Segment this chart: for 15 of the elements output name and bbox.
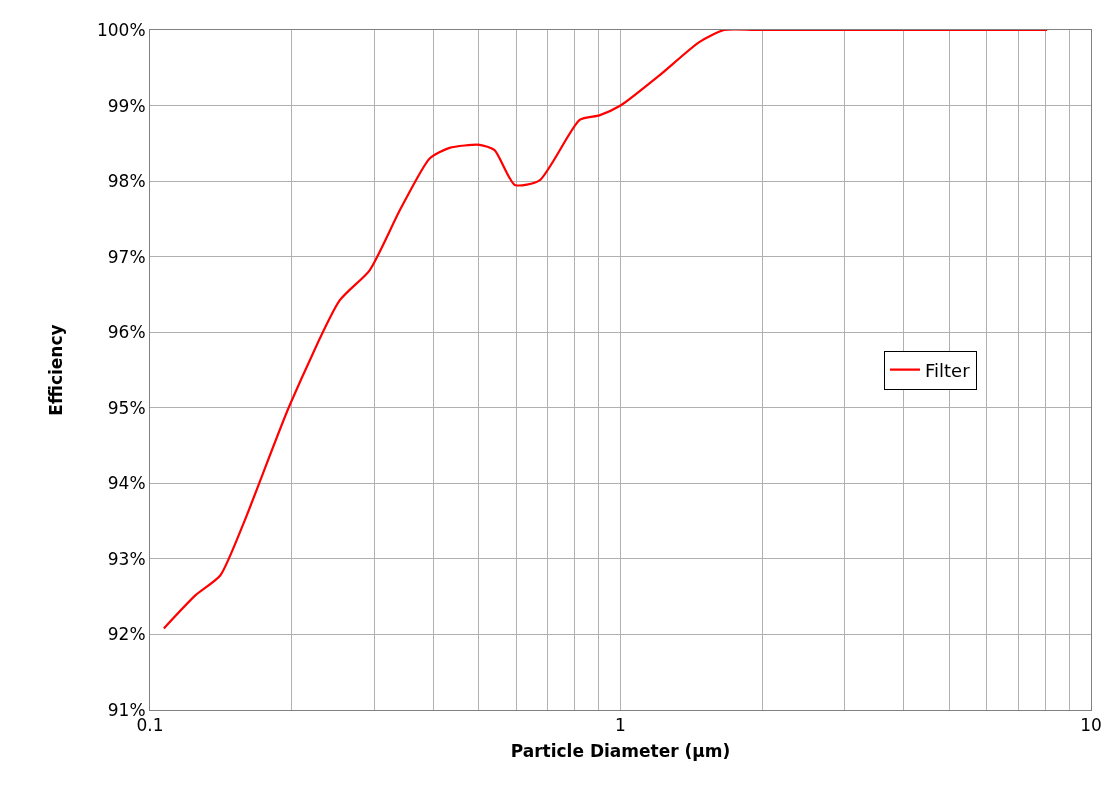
y-tick-label: 97% (107, 246, 146, 267)
y-tick-label: 98% (107, 171, 146, 192)
y-tick-label: 95% (107, 397, 146, 418)
x-tick-label: 1 (615, 715, 626, 736)
legend-label: Filter (924, 359, 971, 381)
x-tick-label: 0.1 (136, 715, 164, 736)
x-axis-title: Particle Diameter (µm) (510, 740, 731, 761)
y-tick-label: 100% (96, 19, 146, 40)
y-tick-label: 92% (107, 624, 146, 645)
y-tick-label: 94% (107, 473, 146, 494)
y-tick-label: 99% (107, 95, 146, 116)
y-tick-label: 96% (107, 322, 146, 343)
y-axis-title: Efficiency (45, 324, 66, 416)
y-tick-label: 93% (107, 548, 146, 569)
x-tick-label: 10 (1080, 715, 1102, 736)
